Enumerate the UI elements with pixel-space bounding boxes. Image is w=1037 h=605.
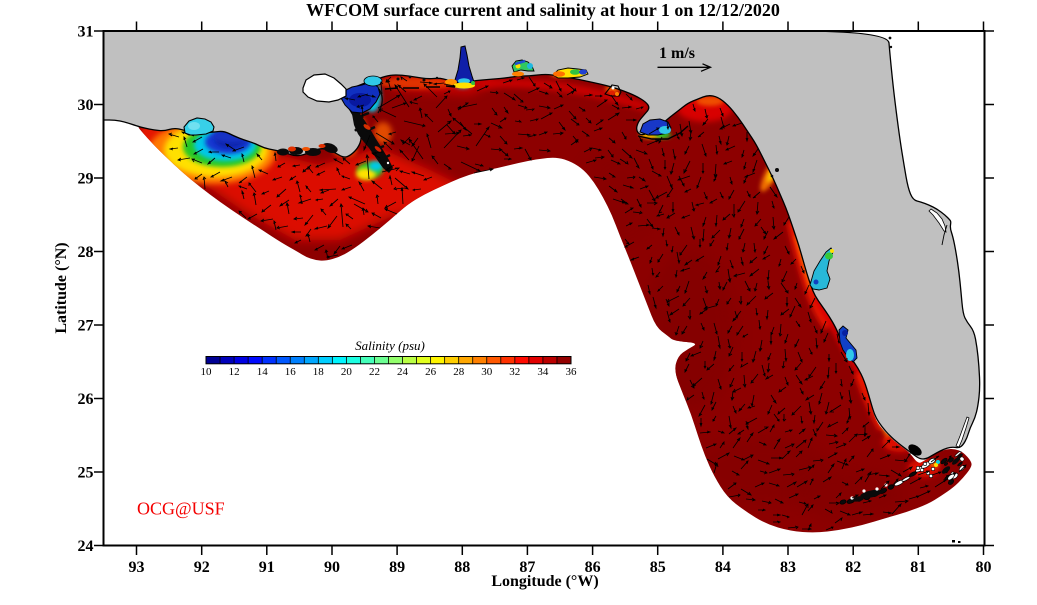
svg-text:29: 29: [78, 171, 94, 188]
svg-text:93: 93: [129, 559, 145, 576]
svg-text:83: 83: [780, 559, 796, 576]
svg-text:36: 36: [566, 366, 578, 378]
svg-text:32: 32: [509, 366, 520, 378]
svg-text:90: 90: [324, 559, 340, 576]
svg-text:34: 34: [537, 366, 549, 378]
svg-text:24: 24: [78, 538, 94, 555]
svg-text:28: 28: [78, 244, 94, 261]
svg-text:18: 18: [313, 366, 325, 378]
svg-text:89: 89: [389, 559, 405, 576]
svg-text:87: 87: [519, 559, 535, 576]
svg-text:86: 86: [585, 559, 601, 576]
svg-text:31: 31: [78, 24, 94, 41]
svg-text:OCG@USF: OCG@USF: [137, 499, 225, 519]
svg-text:12: 12: [229, 366, 240, 378]
svg-text:14: 14: [257, 366, 269, 378]
svg-text:85: 85: [650, 559, 666, 576]
svg-text:30: 30: [481, 366, 493, 378]
svg-text:25: 25: [78, 465, 94, 482]
svg-text:22: 22: [369, 366, 380, 378]
svg-text:30: 30: [78, 97, 94, 114]
svg-text:16: 16: [285, 366, 297, 378]
svg-text:WFCOM surface current and sali: WFCOM surface current and salinity at ho…: [306, 0, 780, 20]
svg-text:26: 26: [425, 366, 437, 378]
svg-text:27: 27: [78, 318, 94, 335]
svg-text:80: 80: [976, 559, 992, 576]
svg-text:20: 20: [341, 366, 353, 378]
svg-text:82: 82: [845, 559, 861, 576]
svg-text:88: 88: [454, 559, 470, 576]
svg-text:92: 92: [194, 559, 210, 576]
svg-text:84: 84: [715, 559, 731, 576]
svg-text:26: 26: [78, 391, 94, 408]
svg-text:Longitude (°W): Longitude (°W): [491, 573, 598, 590]
svg-text:Latitude (°N): Latitude (°N): [53, 242, 70, 333]
svg-text:1 m/s: 1 m/s: [659, 45, 695, 62]
svg-text:28: 28: [453, 366, 465, 378]
svg-text:91: 91: [259, 559, 275, 576]
svg-text:Salinity (psu): Salinity (psu): [355, 338, 425, 353]
svg-text:81: 81: [910, 559, 926, 576]
svg-text:10: 10: [201, 366, 213, 378]
svg-text:24: 24: [397, 366, 409, 378]
